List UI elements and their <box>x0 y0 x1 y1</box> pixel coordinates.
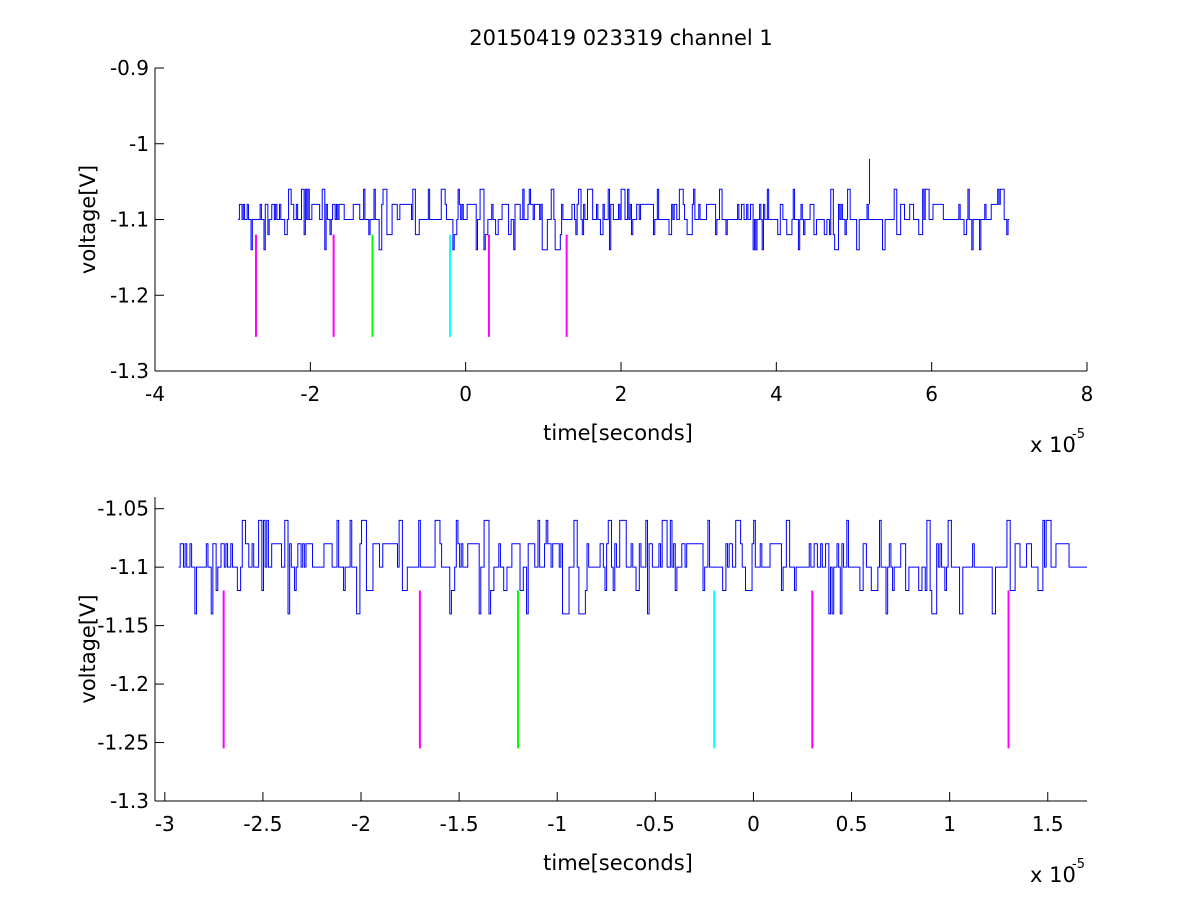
x-multiplier-exponent: -5 <box>1072 427 1085 442</box>
x-tick-label: -3 <box>155 812 175 836</box>
x-multiplier-label: x 10 <box>1030 863 1076 887</box>
x-tick-label: -2 <box>351 812 371 836</box>
y-tick-label: -1.15 <box>97 614 149 638</box>
y-axis-label: voltage[V] <box>76 165 100 274</box>
signal-trace <box>238 188 1010 251</box>
y-tick-label: -1.2 <box>110 672 149 696</box>
x-tick-label: -0.5 <box>636 812 675 836</box>
x-tick-label: 6 <box>925 382 938 406</box>
bottom-subplot: -1.3 -1.25 -1.2 -1.15 -1.1 -1.05 -3 -2.5 -2 -1.5 -… <box>76 497 1087 887</box>
x-tick-label: -1 <box>547 812 567 836</box>
y-tick-label: -1.2 <box>110 283 149 307</box>
chart-title: 20150419 023319 channel 1 <box>469 26 773 50</box>
y-tick-label: -1.1 <box>110 555 149 579</box>
y-tick-label: -1.1 <box>110 208 149 232</box>
top-subplot: -1.3 -1.2 -1.1 -1 -0.9 -4 -2 0 2 4 6 8 time[seconds]… <box>76 26 1093 457</box>
x-tick-label: -1.5 <box>440 812 479 836</box>
y-tick-label: -1.3 <box>110 359 149 383</box>
y-tick-label: -1 <box>129 132 149 156</box>
y-axis-label: voltage[V] <box>76 594 100 703</box>
x-tick-label: 8 <box>1081 382 1094 406</box>
x-tick-label: -2 <box>300 382 320 406</box>
x-multiplier-exponent: -5 <box>1072 857 1085 872</box>
x-tick-label: 1.5 <box>1032 812 1064 836</box>
x-multiplier-label: x 10 <box>1030 433 1076 457</box>
x-tick-label: 0 <box>747 812 760 836</box>
x-tick-label: -2.5 <box>243 812 282 836</box>
x-tick-label: 1 <box>943 812 956 836</box>
x-tick-label: 0 <box>459 382 472 406</box>
signal-trace <box>178 519 1087 615</box>
x-axis-label: time[seconds] <box>543 421 693 445</box>
x-tick-label: 0.5 <box>836 812 868 836</box>
x-tick-label: -4 <box>145 382 165 406</box>
x-tick-label: 2 <box>615 382 628 406</box>
y-tick-label: -1.05 <box>97 497 149 521</box>
y-tick-label: -1.3 <box>110 789 149 813</box>
y-tick-label: -0.9 <box>110 56 149 80</box>
x-axis-label: time[seconds] <box>543 851 693 875</box>
x-tick-label: 4 <box>770 382 783 406</box>
y-tick-label: -1.25 <box>97 731 149 755</box>
